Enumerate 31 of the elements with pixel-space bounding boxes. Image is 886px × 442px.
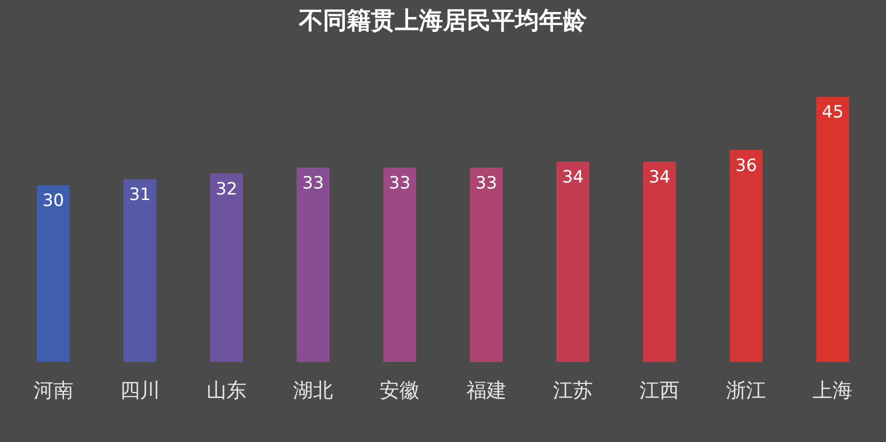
data-label: 36 bbox=[735, 156, 757, 176]
data-label: 33 bbox=[475, 173, 498, 194]
bar bbox=[123, 179, 156, 362]
data-label: 32 bbox=[216, 179, 238, 200]
data-label: 34 bbox=[648, 168, 670, 188]
x-tick-label: 山东 bbox=[206, 378, 246, 402]
bar bbox=[383, 168, 416, 362]
data-label: 45 bbox=[822, 102, 844, 123]
x-tick-label: 河南 bbox=[33, 378, 74, 402]
data-label: 33 bbox=[388, 173, 411, 194]
bar bbox=[556, 162, 590, 362]
x-tick-label: 安徽 bbox=[380, 378, 420, 402]
bar bbox=[470, 168, 503, 362]
x-tick-label: 江西 bbox=[640, 378, 680, 402]
x-tick-label: 湖北 bbox=[293, 378, 334, 402]
bar bbox=[296, 168, 330, 362]
bar bbox=[36, 185, 70, 362]
bar bbox=[210, 173, 243, 362]
bar bbox=[730, 150, 763, 362]
data-label: 31 bbox=[129, 185, 151, 206]
x-tick-label: 四川 bbox=[120, 378, 160, 402]
bar bbox=[816, 96, 850, 362]
x-tick-label: 江苏 bbox=[552, 378, 593, 402]
bar bbox=[643, 162, 676, 362]
x-tick-label: 福建 bbox=[466, 378, 506, 402]
data-label: 34 bbox=[562, 168, 584, 188]
data-label: 33 bbox=[302, 173, 324, 194]
data-label: 30 bbox=[42, 191, 64, 212]
x-tick-label: 浙江 bbox=[726, 378, 766, 402]
chart-title: 不同籍贯上海居民平均年龄 bbox=[298, 6, 588, 35]
x-tick-label: 上海 bbox=[812, 378, 853, 402]
